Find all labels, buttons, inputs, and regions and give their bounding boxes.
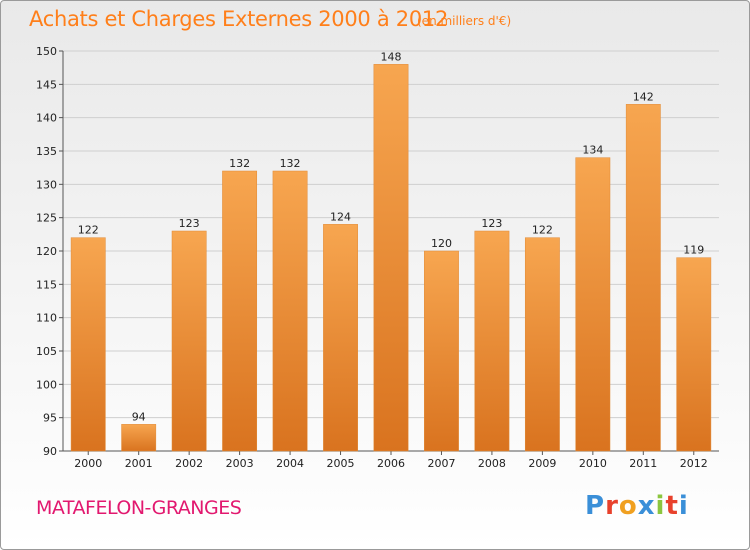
bar [676, 257, 712, 452]
x-tick-label: 2012 [680, 457, 708, 470]
bar-value-label: 122 [78, 224, 99, 237]
y-tick-label: 115 [36, 278, 57, 291]
bar-value-label: 122 [532, 224, 553, 237]
x-tick-label: 2004 [276, 457, 304, 470]
bar-value-label: 142 [633, 90, 654, 103]
y-tick-label: 130 [36, 178, 57, 191]
logo-letter: o [618, 491, 638, 521]
x-tick-label: 2000 [74, 457, 102, 470]
proxiti-logo: Proxiti [585, 491, 689, 521]
bar [424, 250, 459, 452]
x-tick-label: 2007 [427, 457, 455, 470]
bar-value-label: 132 [280, 157, 301, 170]
bar [524, 237, 560, 452]
bar [272, 170, 308, 452]
x-tick-label: 2006 [377, 457, 405, 470]
bar-value-label: 123 [179, 217, 200, 230]
y-tick-label: 140 [36, 112, 57, 125]
bar [474, 230, 510, 452]
logo-letter: r [605, 491, 619, 521]
y-tick-label: 110 [36, 312, 57, 325]
logo-letter: P [585, 491, 606, 521]
bar-value-label: 94 [132, 410, 146, 423]
bar-value-label: 124 [330, 210, 351, 223]
x-tick-label: 2010 [579, 457, 607, 470]
y-tick-label: 90 [43, 445, 57, 458]
x-tick-label: 2005 [327, 457, 355, 470]
bar-value-label: 120 [431, 237, 452, 250]
bar [373, 64, 409, 452]
y-tick-label: 120 [36, 245, 57, 258]
y-tick-label: 150 [36, 45, 57, 58]
chart-subtitle: (en milliers d'€) [417, 14, 512, 28]
x-tick-label: 2002 [175, 457, 203, 470]
x-tick-label: 2001 [125, 457, 153, 470]
logo-letter: t [665, 491, 679, 521]
y-tick-label: 145 [36, 78, 57, 91]
bar-value-label: 134 [582, 144, 603, 157]
bar-value-label: 119 [683, 244, 704, 257]
bar [575, 157, 611, 452]
x-tick-label: 2009 [528, 457, 556, 470]
y-tick-label: 135 [36, 145, 57, 158]
y-tick-label: 125 [36, 212, 57, 225]
y-tick-label: 95 [43, 412, 57, 425]
x-tick-label: 2003 [226, 457, 254, 470]
y-tick-label: 105 [36, 345, 57, 358]
logo-letter: i [655, 491, 666, 521]
bar [625, 104, 661, 452]
bar-value-label: 132 [229, 157, 250, 170]
bar-value-label: 148 [381, 50, 402, 63]
bar [222, 170, 258, 452]
x-tick-label: 2011 [629, 457, 657, 470]
municipality-name: MATAFELON-GRANGES [36, 497, 242, 519]
bar [70, 237, 106, 452]
x-tick-label: 2008 [478, 457, 506, 470]
chart-title: Achats et Charges Externes 2000 à 2012 [29, 7, 449, 31]
bar [323, 224, 358, 452]
logo-letter: x [637, 491, 656, 521]
bar [121, 424, 157, 452]
logo-letter: i [678, 491, 689, 521]
bar-value-label: 123 [481, 217, 502, 230]
y-tick-label: 100 [36, 378, 57, 391]
bar [171, 230, 207, 452]
